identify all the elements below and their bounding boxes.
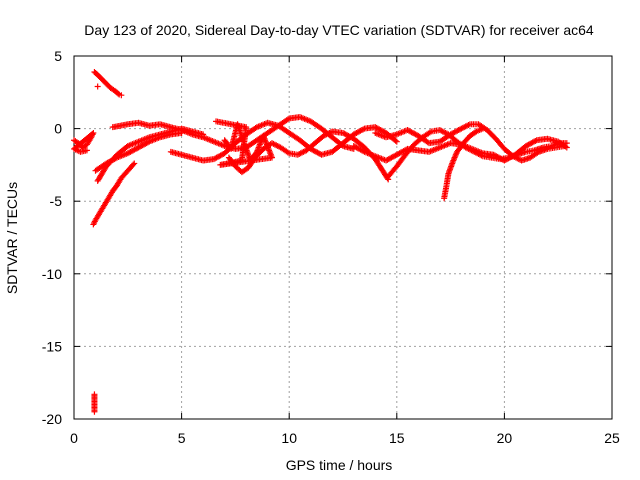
data-point xyxy=(131,160,138,167)
x-axis-label: GPS time / hours xyxy=(286,457,393,473)
axis-ticks: 0 5 10 15 20 25 5 0 -5 -10 -15 -20 xyxy=(42,48,620,446)
y-tick-label: -5 xyxy=(50,193,63,209)
x-tick-label: 0 xyxy=(70,430,78,446)
x-tick-label: 20 xyxy=(497,430,513,446)
y-axis-label: SDTVAR / TECUs xyxy=(4,182,20,294)
y-tick-label: -15 xyxy=(42,338,62,354)
data-point xyxy=(83,147,90,154)
x-tick-label: 10 xyxy=(281,430,297,446)
data-point xyxy=(563,144,570,151)
data-point xyxy=(213,118,220,125)
y-tick-label: 5 xyxy=(54,48,62,64)
data-point xyxy=(360,148,367,155)
data-point xyxy=(479,125,486,132)
data-point xyxy=(393,138,400,145)
data-point xyxy=(91,408,98,415)
data-point xyxy=(112,155,119,162)
chart-title: Day 123 of 2020, Sidereal Day-to-day VTE… xyxy=(84,22,594,38)
x-tick-label: 15 xyxy=(389,430,405,446)
data-point xyxy=(118,92,125,99)
data-points xyxy=(71,68,570,415)
plot-frame xyxy=(73,55,613,420)
x-tick-label: 25 xyxy=(604,430,620,446)
data-point xyxy=(360,126,367,133)
data-point xyxy=(94,83,101,90)
data-point xyxy=(532,137,539,144)
data-point xyxy=(144,139,151,146)
data-point xyxy=(115,90,122,97)
data-point xyxy=(130,161,137,168)
data-point xyxy=(392,137,399,144)
data-point xyxy=(284,116,291,123)
y-tick-label: -10 xyxy=(42,266,62,282)
y-tick-label: 0 xyxy=(54,121,62,137)
grid-lines xyxy=(74,56,612,419)
x-tick-label: 5 xyxy=(178,430,186,446)
y-tick-label: -20 xyxy=(42,411,62,427)
